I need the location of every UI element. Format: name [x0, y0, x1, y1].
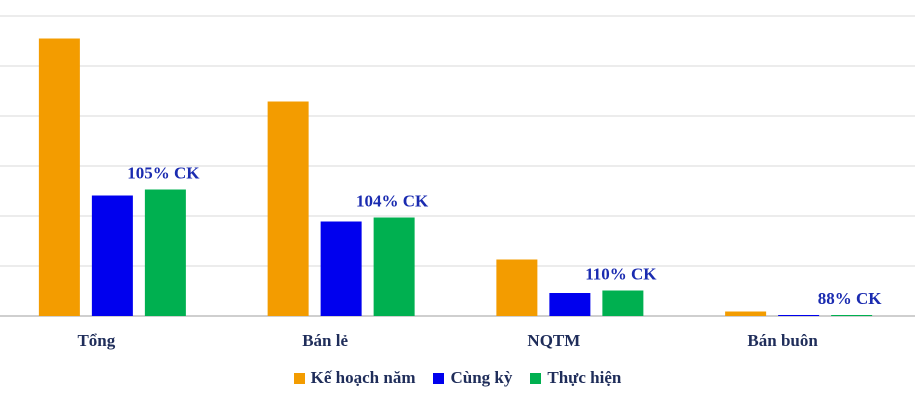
bar-ke-hoach-nam — [38, 38, 80, 316]
x-tick-labels: Tổng Bán lẻ NQTM Bán buôn — [77, 331, 818, 350]
x-tick-label: Bán buôn — [747, 331, 818, 350]
data-labels: 105% CK 104% CK 110% CK 88% CK — [127, 164, 882, 309]
x-tick-label: Bán lẻ — [302, 331, 348, 350]
legend-label: Kế hoạch năm — [310, 368, 416, 387]
data-label: 88% CK — [818, 289, 883, 308]
legend: Kế hoạch năm Cùng kỳ Thực hiện — [0, 368, 915, 388]
legend-item-thuc-hien: Thực hiện — [530, 368, 621, 388]
bar-thuc-hien — [602, 290, 644, 316]
bar-thuc-hien — [831, 315, 873, 316]
legend-swatch — [530, 372, 542, 384]
legend-swatch — [293, 372, 305, 384]
legend-item-cung-ky: Cùng kỳ — [433, 368, 512, 388]
legend-item-ke-hoach-nam: Kế hoạch năm — [293, 368, 416, 388]
bar-ke-hoach-nam — [267, 101, 309, 316]
bar-chart: 105% CK 104% CK 110% CK 88% CK Tổng Bán lẻ NQ… — [0, 15, 915, 350]
bar-cung-ky — [549, 293, 591, 316]
x-tick-label: NQTM — [527, 331, 580, 350]
data-label: 110% CK — [585, 265, 657, 284]
legend-label: Cùng kỳ — [450, 368, 513, 387]
bar-ke-hoach-nam — [725, 311, 767, 316]
bar-cung-ky — [91, 195, 133, 316]
bar-cung-ky — [320, 221, 362, 316]
bar-cung-ky — [778, 315, 820, 316]
data-label: 104% CK — [356, 192, 429, 211]
x-tick-label: Tổng — [77, 331, 115, 350]
legend-swatch — [433, 372, 445, 384]
legend-label: Thực hiện — [547, 368, 622, 387]
bars — [38, 38, 873, 316]
bar-thuc-hien — [373, 217, 415, 316]
bar-ke-hoach-nam — [496, 259, 538, 316]
data-label: 105% CK — [127, 164, 200, 183]
bar-thuc-hien — [144, 189, 186, 316]
